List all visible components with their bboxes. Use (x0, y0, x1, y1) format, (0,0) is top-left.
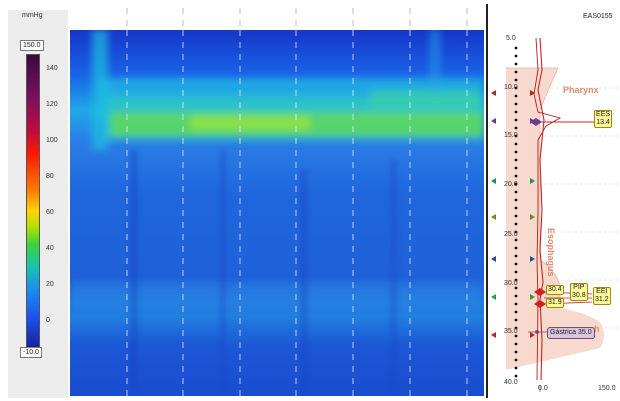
scale-tick: 0 (46, 317, 50, 324)
depth-tick: 10.0 (504, 84, 518, 91)
scale-tick: 120 (46, 101, 58, 108)
axis-min-label: 0.0 (538, 385, 548, 392)
pressure-topography-heatmap[interactable] (70, 30, 484, 396)
scale-tick: 40 (46, 245, 54, 252)
depth-tick: 25.0 (504, 231, 518, 238)
ees-marker[interactable]: EES 13.4 (594, 110, 613, 128)
depth-tick: 20.0 (504, 181, 518, 188)
scale-min-label: -10.0 (20, 347, 42, 358)
organ-label-pharynx: Pharynx (563, 85, 599, 95)
eei-name: EEI (596, 288, 608, 295)
panel-divider (486, 4, 488, 398)
scale-tick: 20 (46, 281, 54, 288)
eei-marker[interactable]: EEI 31.2 (593, 287, 611, 305)
upper-sensor-value[interactable]: 30.4 (546, 285, 564, 295)
depth-tick: 5.0 (506, 35, 516, 42)
depth-tick: 40.0 (504, 379, 518, 386)
pip-value: 30.8 (572, 292, 586, 299)
pip-name: PIP (573, 284, 585, 291)
unit-label: mmHg (22, 12, 43, 19)
depth-tick: 15.0 (504, 132, 518, 139)
time-gridlines-top (126, 8, 468, 30)
pressure-color-bar (26, 54, 40, 356)
ees-value: 13.4 (596, 119, 610, 126)
depth-tick: 35.0 (504, 328, 518, 335)
pip-marker[interactable]: PIP 30.8 (570, 283, 588, 301)
scale-tick: 100 (46, 137, 58, 144)
organ-label-esophagus: Esophagus (546, 228, 556, 277)
organ-label-stomach: h (594, 324, 600, 334)
ees-name: EES (596, 111, 611, 118)
scale-tick: 140 (46, 65, 58, 72)
scale-tick: 60 (46, 209, 54, 216)
pressure-scale-panel: mmHg 150.0 140 120 100 80 60 40 20 0 -10… (8, 10, 68, 398)
study-id-label: EAS0155 (583, 13, 613, 20)
scale-max-label: 150.0 (20, 40, 44, 51)
gastric-marker[interactable]: Gástrica 35.0 (547, 327, 595, 339)
depth-tick: 30.0 (504, 280, 518, 287)
scale-tick: 80 (46, 173, 54, 180)
lower-sensor-value[interactable]: 31.9 (546, 298, 564, 308)
anatomy-panel (491, 37, 618, 392)
axis-max-label: 150.0 (598, 385, 616, 392)
eei-value: 31.2 (595, 296, 609, 303)
